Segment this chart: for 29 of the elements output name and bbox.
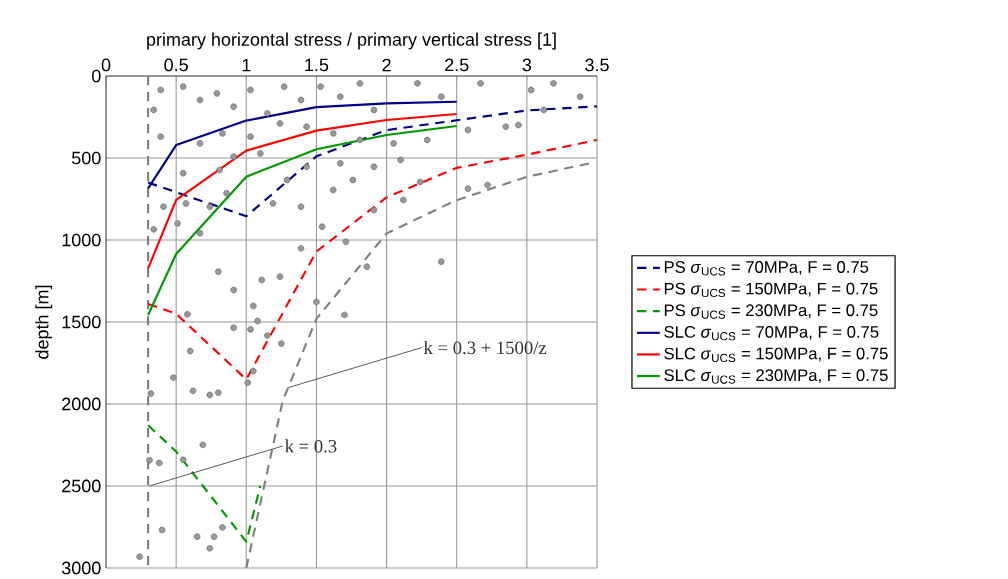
legend-label: PS σ$_{UCS}$ = 150MPa, F = 0.75 [664,282,878,298]
line-series [147,124,458,317]
legend-label: SLC σ$_{UCS}$ = 150MPa, F = 0.75 [664,347,888,363]
line-series [147,424,262,543]
x-tick-label: 0.5 [164,58,188,72]
y-tick-label: 2000 [62,397,101,411]
y-tick-label: 1500 [62,315,101,329]
y-tick-label: 1000 [62,233,101,247]
x-axis-title: primary horizontal stress / primary vertical stress [1] [147,32,556,50]
y-axis-title: depth [m] [35,285,53,359]
line-series [147,112,458,270]
annotation: k = 0.3 [284,439,337,453]
legend-label: SLC σ$_{UCS}$ = 70MPa, F = 0.75 [664,326,879,341]
x-tick-label: 1.5 [305,58,329,72]
x-tick-label: 2.5 [445,58,469,72]
y-tick-label: 0 [92,69,101,83]
x-tick-label: 2 [382,58,391,72]
legend-label: SLC σ$_{UCS}$ = 230MPa, F = 0.75 [664,369,888,384]
x-tick-label: 3.5 [585,58,609,72]
y-tick-label: 3000 [61,561,101,575]
x-tick-label: 3 [522,58,532,72]
legend-label: PS σ$_{UCS}$ = 70MPa, F = 0.75 [664,261,869,276]
annotation: k = 0.3 + 1500/z [423,340,547,355]
legend-label: PS σ$_{UCS}$ = 230MPa, F = 0.75 [664,304,878,319]
x-tick-label: 1 [242,58,251,72]
line-series [147,105,597,218]
y-tick-label: 500 [71,151,101,165]
x-tick-label: 0 [101,58,111,72]
y-tick-label: 2500 [62,479,101,493]
